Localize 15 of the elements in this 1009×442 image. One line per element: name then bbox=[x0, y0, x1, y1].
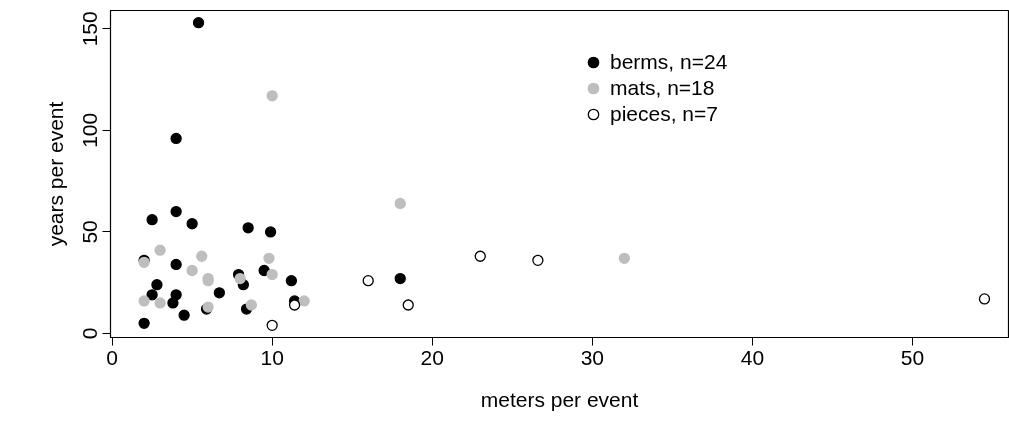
x-tick-label: 30 bbox=[580, 345, 604, 369]
x-tick-label: 40 bbox=[740, 345, 765, 369]
x-tick-label: 50 bbox=[900, 345, 925, 369]
x-tick-label: 10 bbox=[260, 345, 284, 369]
y-tick-label: 0 bbox=[78, 327, 102, 340]
legend-label: berms, n=24 bbox=[610, 50, 728, 74]
x-tick-label: 20 bbox=[420, 345, 444, 369]
y-tick-label: 150 bbox=[78, 11, 102, 47]
x-axis-title: meters per event bbox=[480, 387, 639, 411]
x-tick-label: 0 bbox=[106, 345, 118, 369]
y-tick-label: 100 bbox=[78, 112, 102, 148]
legend-label: pieces, n=7 bbox=[610, 102, 718, 126]
y-axis-title: years per event bbox=[43, 101, 67, 247]
legend-label: mats, n=18 bbox=[610, 76, 715, 100]
y-tick-label: 50 bbox=[78, 220, 102, 244]
